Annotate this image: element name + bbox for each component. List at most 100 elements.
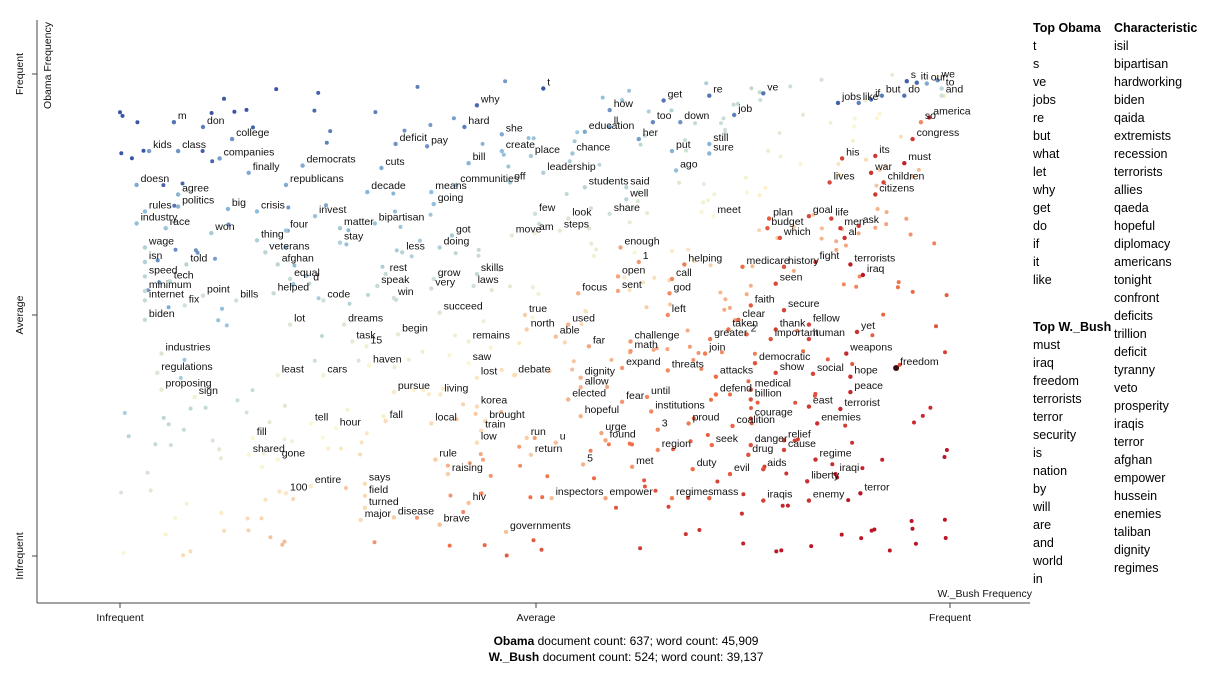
word-point-enemy[interactable] — [806, 498, 812, 503]
word-point-wage[interactable] — [142, 245, 148, 250]
word-point-liberty[interactable] — [805, 479, 810, 484]
word-point-15[interactable] — [364, 344, 369, 349]
characteristic-item[interactable]: hardworking — [1114, 75, 1183, 89]
word-point-congress[interactable] — [910, 136, 915, 142]
top-obama-item[interactable]: if — [1033, 237, 1040, 251]
word-point-so[interactable] — [918, 120, 924, 125]
top-bush-item[interactable]: will — [1033, 500, 1051, 514]
word-point-big[interactable] — [225, 206, 231, 212]
word-point-peace[interactable] — [848, 389, 853, 395]
top-bush-item[interactable]: security — [1033, 428, 1077, 442]
word-point-1[interactable] — [636, 259, 641, 265]
top-obama-item[interactable]: it — [1033, 255, 1040, 269]
word-point-internet[interactable] — [142, 298, 148, 303]
word-point-run[interactable] — [524, 435, 529, 441]
word-point-afghan[interactable] — [275, 262, 280, 267]
word-point-math[interactable] — [628, 348, 633, 354]
word-point-drug[interactable] — [746, 452, 751, 457]
word-point-why[interactable] — [474, 103, 480, 108]
word-point-sent[interactable] — [615, 288, 621, 294]
word-point-regulations[interactable] — [155, 370, 160, 375]
word-point-inspectors[interactable] — [549, 496, 554, 501]
word-point-t[interactable] — [541, 86, 546, 91]
word-point-very[interactable] — [429, 286, 434, 291]
characteristic-item[interactable]: taliban — [1114, 525, 1151, 539]
word-point-few[interactable] — [532, 211, 538, 216]
word-point-greater[interactable] — [707, 336, 713, 342]
word-point-its[interactable] — [873, 153, 878, 159]
word-point-expand[interactable] — [619, 365, 625, 371]
word-point-dignity[interactable] — [578, 375, 583, 380]
characteristic-item[interactable]: deficit — [1114, 345, 1147, 359]
characteristic-item[interactable]: americans — [1114, 255, 1172, 269]
word-point-join[interactable] — [702, 351, 708, 356]
word-point-low[interactable] — [474, 440, 480, 445]
word-point-disease[interactable] — [391, 515, 397, 520]
word-point-skills[interactable] — [474, 271, 480, 277]
word-point-proposing[interactable] — [159, 387, 164, 392]
word-point-get[interactable] — [661, 98, 666, 103]
top-obama-item[interactable]: but — [1033, 129, 1051, 143]
word-point-cause[interactable] — [781, 447, 787, 453]
word-point-turned[interactable] — [362, 505, 368, 510]
word-point-finally[interactable] — [246, 170, 251, 175]
word-point-focus[interactable] — [576, 291, 581, 296]
word-point-until[interactable] — [644, 394, 650, 400]
word-point-which[interactable] — [777, 235, 783, 241]
word-point-d[interactable] — [307, 281, 312, 286]
word-point-rule[interactable] — [433, 457, 438, 462]
top-bush-item[interactable]: iraq — [1033, 356, 1054, 370]
top-bush-item[interactable]: by — [1033, 482, 1047, 496]
word-point-industry[interactable] — [134, 221, 139, 226]
characteristic-item[interactable]: confront — [1114, 291, 1160, 305]
word-point-billion[interactable] — [748, 397, 753, 402]
word-point-if[interactable] — [868, 97, 874, 102]
word-point-relief[interactable] — [781, 438, 787, 443]
word-point-medical[interactable] — [748, 387, 753, 392]
word-point-must[interactable] — [902, 161, 907, 166]
word-point-cars[interactable] — [321, 373, 326, 378]
word-point-begin[interactable] — [395, 332, 401, 337]
word-point-our[interactable] — [924, 81, 929, 86]
top-bush-item[interactable]: terror — [1033, 410, 1063, 424]
top-obama-item[interactable]: ve — [1033, 75, 1047, 89]
word-point-clear[interactable] — [736, 317, 741, 322]
word-point-grow[interactable] — [431, 276, 436, 282]
word-point-terrorists[interactable] — [848, 262, 853, 267]
word-point-and[interactable] — [939, 93, 944, 98]
word-point-stay[interactable] — [337, 240, 343, 245]
characteristic-item[interactable]: regimes — [1114, 561, 1159, 575]
word-point-fix[interactable] — [182, 303, 187, 308]
word-point-courage[interactable] — [748, 416, 753, 421]
characteristic-item[interactable]: bipartisan — [1114, 57, 1169, 71]
word-point-secure[interactable] — [781, 308, 787, 313]
word-point-show[interactable] — [773, 370, 778, 375]
word-point-place[interactable] — [528, 153, 534, 159]
word-point-plan[interactable] — [766, 216, 772, 221]
characteristic-item[interactable]: afghan — [1114, 453, 1153, 467]
word-point-important[interactable] — [768, 336, 773, 342]
characteristic-item[interactable]: terrorists — [1114, 165, 1163, 179]
word-point-to[interactable] — [939, 86, 944, 91]
word-point-steps[interactable] — [557, 228, 563, 233]
word-point-life[interactable] — [829, 216, 834, 221]
word-point-told[interactable] — [184, 262, 189, 267]
word-point-republicans[interactable] — [283, 182, 289, 188]
word-point-jobs[interactable] — [835, 100, 841, 106]
characteristic-item[interactable]: terror — [1114, 435, 1144, 449]
characteristic-item[interactable]: prosperity — [1114, 399, 1169, 413]
word-point-invest[interactable] — [312, 214, 318, 219]
word-point-open[interactable] — [615, 274, 621, 279]
word-point-bill[interactable] — [466, 161, 471, 166]
word-point-doesn[interactable] — [134, 182, 139, 188]
word-point-entire[interactable] — [308, 483, 314, 489]
word-point-threats[interactable] — [665, 368, 670, 373]
word-point-thank[interactable] — [773, 327, 778, 332]
word-point-institutions[interactable] — [649, 409, 654, 414]
characteristic-item[interactable]: dignity — [1114, 543, 1151, 557]
word-point-defend[interactable] — [713, 392, 719, 397]
word-point-true[interactable] — [522, 312, 528, 318]
top-bush-item[interactable]: is — [1033, 446, 1043, 460]
word-point-enough[interactable] — [618, 245, 623, 250]
word-point-create[interactable] — [499, 148, 504, 154]
